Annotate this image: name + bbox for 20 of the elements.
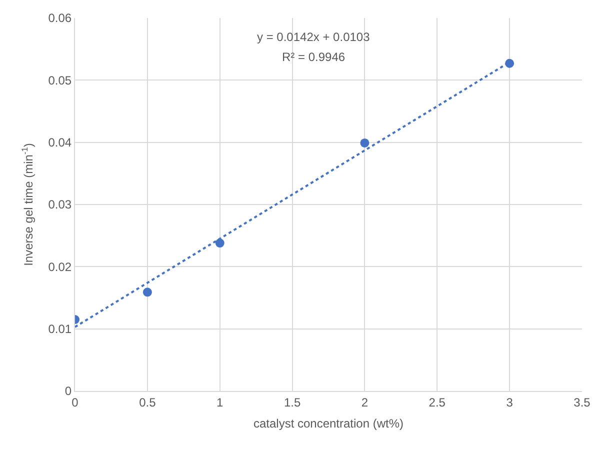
- y-tick-label: 0.05: [48, 73, 72, 88]
- x-tick-label: 2.5: [428, 395, 446, 410]
- x-axis-title: catalyst concentration (wt%): [253, 416, 404, 430]
- point: [215, 238, 224, 248]
- annotation: y = 0.0142x + 0.0103: [257, 30, 370, 44]
- annotation: R² = 0.9946: [282, 50, 346, 64]
- x-tick-label: 0.5: [139, 395, 156, 410]
- x-tick-label: 2: [361, 395, 368, 410]
- y-tick-label: 0.03: [48, 198, 72, 212]
- x-tick-label: 1: [216, 395, 224, 410]
- x-tick-label: 3: [506, 395, 514, 410]
- x-tick-label: 3.5: [574, 395, 591, 410]
- y-tick-label: 0: [64, 384, 72, 398]
- y-tick-label: 0.04: [48, 136, 72, 150]
- y-tick-label: 0.01: [48, 322, 72, 336]
- point: [142, 288, 152, 297]
- y-tick-label: 0.06: [48, 11, 72, 26]
- x-tick-label: 1.5: [284, 395, 301, 410]
- y-tick-label: 0.02: [48, 260, 72, 274]
- point: [360, 138, 370, 148]
